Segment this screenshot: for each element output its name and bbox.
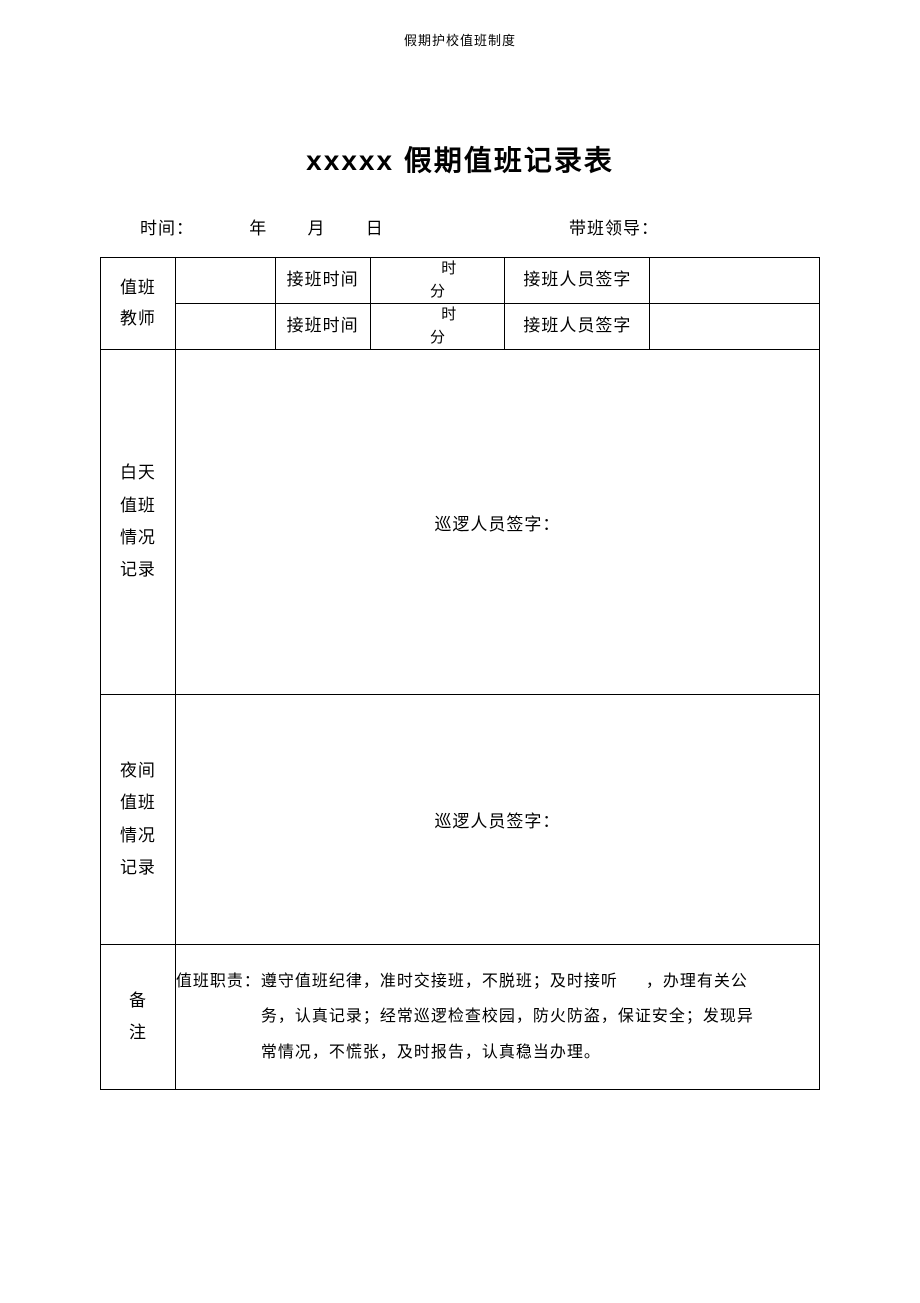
day-record-content: 巡逻人员签字： <box>175 350 819 695</box>
sign-label-cell: 接班人员签字 <box>505 258 650 304</box>
notes-line-3: 常情况，不慌张，及时报告，认真稳当办理。 <box>176 1035 819 1070</box>
date-year: 年 <box>249 214 267 239</box>
date-leader-row: 时间： 年 月 日 带班领导： <box>0 214 920 239</box>
empty-cell <box>650 304 820 350</box>
empty-cell <box>175 258 275 304</box>
notes-content: 值班职责：遵守值班纪律，准时交接班，不脱班；及时接听，办理有关公 务，认真记录；… <box>175 945 819 1090</box>
leader-label: 带班领导： <box>569 214 659 239</box>
empty-cell <box>175 304 275 350</box>
night-record-content: 巡逻人员签字： <box>175 695 819 945</box>
sign-label-cell: 接班人员签字 <box>505 304 650 350</box>
day-record-label: 白天 值班 情况 记录 <box>101 350 176 695</box>
page-header: 假期护校值班制度 <box>0 0 920 49</box>
notes-line-2: 务，认真记录；经常巡逻检查校园，防火防盗，保证安全；发现异 <box>176 999 819 1034</box>
table-row: 夜间 值班 情况 记录 巡逻人员签字： <box>101 695 820 945</box>
duty-record-table: 值班 教师 接班时间 时分 接班人员签字 接班时间 时分 接班人员签字 白天 值… <box>100 257 820 1090</box>
notes-label: 备 注 <box>101 945 176 1090</box>
night-record-label: 夜间 值班 情况 记录 <box>101 695 176 945</box>
teacher-label-cell: 值班 教师 <box>101 258 176 350</box>
date-day: 日 <box>366 214 384 239</box>
table-row: 白天 值班 情况 记录 巡逻人员签字： <box>101 350 820 695</box>
table-row: 接班时间 时分 接班人员签字 <box>101 304 820 350</box>
time-unit-cell: 时分 <box>370 258 505 304</box>
time-unit-cell: 时分 <box>370 304 505 350</box>
time-label-cell: 接班时间 <box>275 304 370 350</box>
table-row: 备 注 值班职责：遵守值班纪律，准时交接班，不脱班；及时接听，办理有关公 务，认… <box>101 945 820 1090</box>
page-title: xxxxx 假期值班记录表 <box>0 139 920 179</box>
date-label: 时间： <box>140 214 194 239</box>
empty-cell <box>650 258 820 304</box>
notes-line-1: 值班职责：遵守值班纪律，准时交接班，不脱班；及时接听，办理有关公 <box>176 964 819 999</box>
time-label-cell: 接班时间 <box>275 258 370 304</box>
table-row: 值班 教师 接班时间 时分 接班人员签字 <box>101 258 820 304</box>
date-month: 月 <box>308 214 326 239</box>
